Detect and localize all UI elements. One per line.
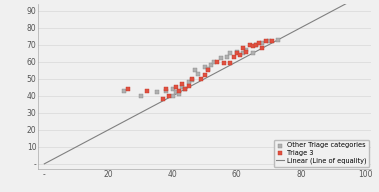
Point	[269, 40, 275, 43]
Point	[256, 41, 262, 45]
Point	[240, 52, 246, 55]
Point	[259, 47, 265, 50]
Point	[205, 69, 211, 72]
Point	[173, 86, 179, 89]
Point	[182, 87, 188, 90]
Point	[189, 77, 195, 80]
Point	[176, 89, 182, 92]
Point	[227, 52, 233, 55]
Point	[202, 74, 208, 77]
Point	[243, 48, 249, 51]
Point	[234, 50, 240, 53]
Point	[176, 93, 182, 96]
Point	[263, 40, 269, 43]
Point	[215, 60, 221, 63]
Point	[259, 41, 265, 45]
Point	[205, 67, 211, 70]
Point	[199, 77, 205, 80]
Point	[221, 62, 227, 65]
Point	[202, 65, 208, 68]
Point	[250, 45, 256, 48]
Point	[234, 52, 240, 55]
Point	[153, 91, 160, 94]
Point	[230, 55, 236, 58]
Point	[166, 94, 172, 97]
Point	[179, 86, 185, 89]
Point	[163, 87, 169, 90]
Point	[253, 43, 259, 46]
Point	[163, 89, 169, 92]
Point	[138, 94, 144, 97]
Point	[250, 52, 256, 55]
Point	[243, 50, 249, 53]
Point	[211, 60, 217, 63]
Point	[240, 47, 246, 50]
Point	[186, 81, 192, 84]
Point	[266, 40, 272, 43]
Point	[246, 43, 252, 46]
Point	[253, 43, 259, 46]
Point	[227, 62, 233, 65]
Point	[179, 82, 185, 85]
Point	[237, 53, 243, 56]
Legend: Other Triage categories, Triage 3, Linear (Line of equality): Other Triage categories, Triage 3, Linea…	[274, 140, 370, 167]
Point	[192, 69, 198, 72]
Point	[182, 87, 188, 90]
Point	[121, 89, 127, 92]
Point	[173, 91, 179, 94]
Point	[169, 94, 175, 97]
Point	[160, 98, 166, 101]
Point	[125, 87, 131, 90]
Point	[144, 89, 150, 92]
Point	[276, 38, 282, 41]
Point	[186, 84, 192, 87]
Point	[169, 87, 175, 90]
Point	[224, 55, 230, 58]
Point	[218, 57, 224, 60]
Point	[189, 79, 195, 82]
Point	[195, 72, 201, 75]
Point	[208, 64, 214, 67]
